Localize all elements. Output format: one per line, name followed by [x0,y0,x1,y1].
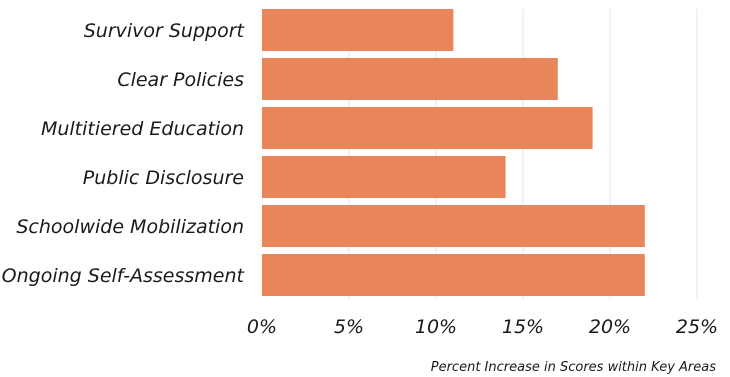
category-label: Ongoing Self-Assessment [2,265,246,287]
bar [262,205,645,247]
x-tick-label: 15% [502,316,544,338]
bar [262,156,506,198]
x-tick-label: 5% [334,316,364,338]
bar [262,107,593,149]
category-label: Multitiered Education [41,118,244,140]
category-label: Survivor Support [84,20,246,42]
bars [262,9,645,296]
category-label: Public Disclosure [83,167,244,189]
bar [262,9,454,51]
x-tick-label: 25% [676,316,718,338]
bar [262,254,645,296]
x-tick-label: 10% [415,316,457,338]
gridlines [348,9,698,299]
x-axis-title: Percent Increase in Scores within Key Ar… [431,360,716,375]
x-tick-labels: 0% 5% 10% 15% 20% 25% [247,316,718,338]
x-tick-label: 0% [247,316,277,338]
x-tick-label: 20% [589,316,631,338]
category-labels: Survivor Support Clear Policies Multitiere… [2,20,246,287]
category-label: Clear Policies [117,69,244,91]
category-label: Schoolwide Mobilization [16,216,244,238]
bar [262,58,558,100]
